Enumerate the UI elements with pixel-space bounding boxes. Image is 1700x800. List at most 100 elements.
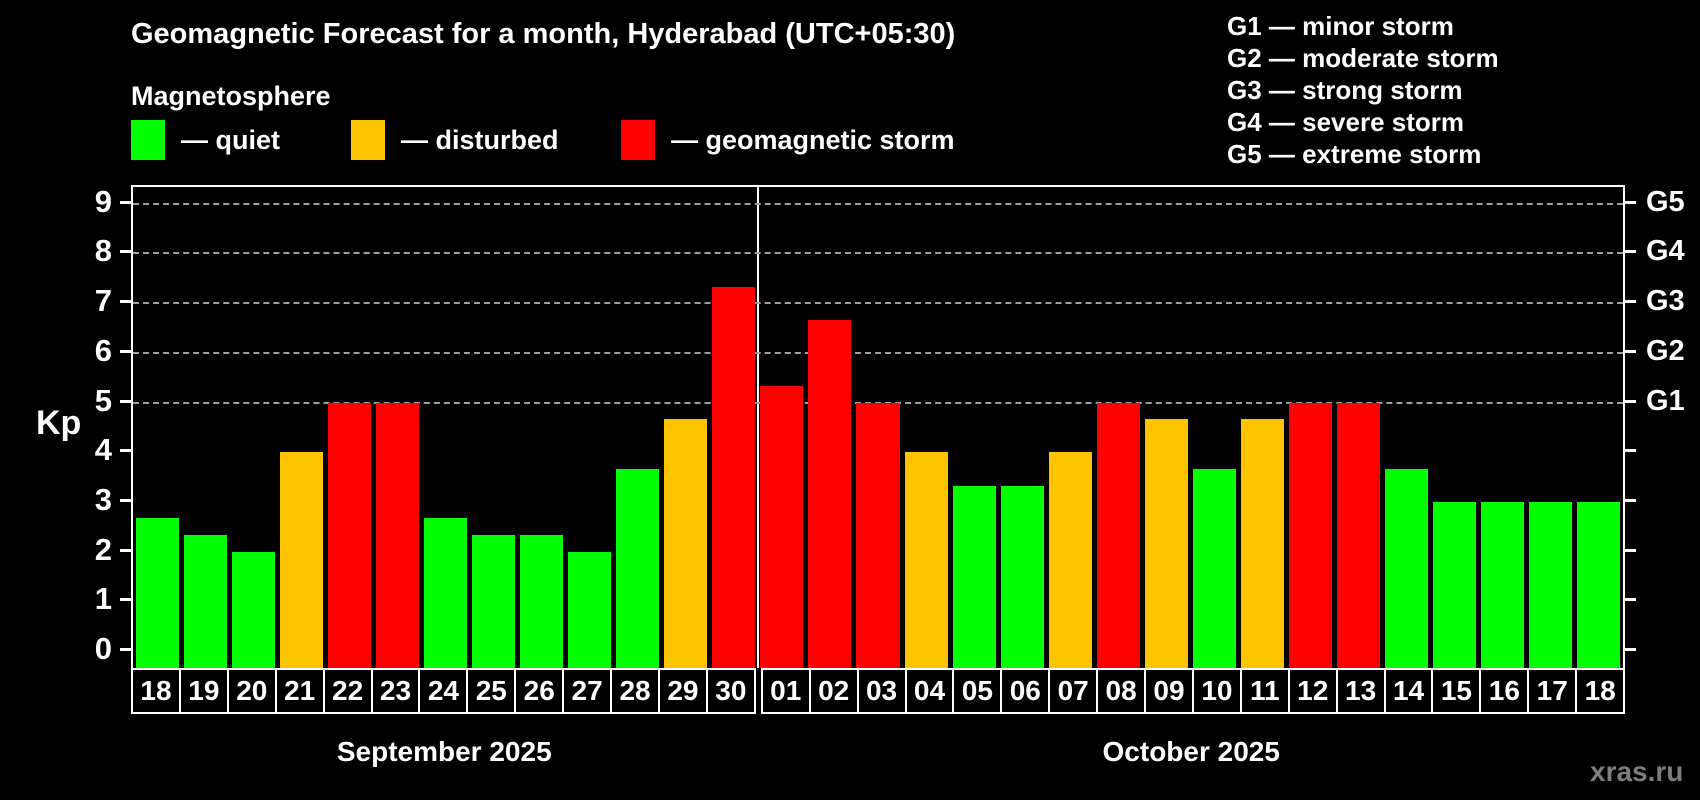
left-tick-0 [120, 648, 131, 651]
kp-bar-11 [1240, 418, 1285, 668]
right-axis-label-g3: G3 [1646, 285, 1685, 318]
kp-bar-01 [760, 386, 804, 668]
right-tick-7 [1625, 300, 1636, 304]
month-separator-line [756, 187, 759, 668]
storm-color-swatch [621, 120, 655, 160]
subtitle-magnetosphere: Magnetosphere [131, 81, 331, 111]
day-cell-oct-08: 08 [1096, 668, 1147, 714]
left-tick-1 [120, 598, 131, 602]
day-cell-sep-28: 28 [610, 668, 660, 714]
legend-item-quiet: — quiet [131, 120, 280, 160]
g2-legend-line: G2 — moderate storm [1227, 43, 1499, 73]
y-tick-label-1: 1 [94, 581, 112, 617]
left-tick-6 [120, 349, 131, 353]
month-label-october: October 2025 [1102, 736, 1280, 767]
day-cell-oct-01: 01 [760, 668, 811, 714]
kp-bar-29 [664, 418, 708, 668]
day-cell-sep-21: 21 [274, 668, 325, 714]
legend-label-storm: — geomagnetic storm [671, 124, 955, 155]
kp-bar-19 [183, 535, 227, 668]
kp-bar-09 [1144, 418, 1188, 668]
gridline-kp-6 [133, 351, 1623, 354]
y-tick-label-4: 4 [94, 432, 112, 468]
left-tick-9 [120, 200, 131, 204]
day-cell-oct-06: 06 [1000, 668, 1051, 714]
right-axis-label-g2: G2 [1646, 334, 1685, 367]
month-label-september: September 2025 [336, 736, 552, 767]
kp-bar-06 [1000, 485, 1044, 668]
kp-bar-13 [1337, 402, 1381, 668]
watermark-xras: xras.ru [1590, 756, 1684, 787]
right-tick-1 [1625, 598, 1636, 602]
day-cell-oct-02: 02 [808, 668, 859, 714]
day-cell-oct-07: 07 [1048, 668, 1099, 714]
day-cell-sep-20: 20 [226, 668, 277, 714]
day-cell-oct-04: 04 [904, 668, 955, 714]
y-tick-label-7: 7 [94, 283, 112, 319]
gridline-kp-8 [133, 252, 1623, 255]
kp-bar-20 [231, 551, 275, 668]
right-tick-6 [1625, 349, 1636, 353]
kp-bar-28 [616, 468, 660, 668]
right-tick-4 [1625, 449, 1636, 453]
day-cell-sep-18: 18 [131, 668, 181, 714]
day-cell-sep-27: 27 [562, 668, 613, 714]
day-cell-oct-18: 18 [1575, 668, 1626, 714]
right-tick-2 [1625, 548, 1636, 552]
legend-item-disturbed: — disturbed [351, 120, 559, 160]
kp-bar-15 [1433, 501, 1477, 668]
right-tick-8 [1625, 250, 1636, 254]
kp-bar-16 [1481, 501, 1525, 668]
g1-legend-line: G1 — minor storm [1227, 11, 1454, 41]
right-tick-5 [1625, 399, 1636, 403]
kp-bar-04 [904, 452, 948, 668]
disturbed-color-swatch [351, 120, 385, 160]
y-tick-label-9: 9 [94, 183, 112, 219]
kp-bar-10 [1192, 468, 1236, 668]
kp-bar-22 [327, 402, 371, 668]
kp-bar-02 [808, 319, 852, 668]
day-cell-oct-13: 13 [1335, 668, 1386, 714]
day-cell-sep-25: 25 [466, 668, 517, 714]
left-tick-3 [120, 498, 131, 502]
right-axis-label-g5: G5 [1646, 185, 1685, 218]
kp-bar-05 [952, 485, 996, 668]
day-cell-sep-23: 23 [370, 668, 421, 714]
y-tick-label-6: 6 [94, 332, 112, 368]
kp-bar-08 [1096, 402, 1140, 668]
day-cell-sep-22: 22 [322, 668, 373, 714]
left-tick-8 [120, 250, 131, 254]
day-cell-oct-05: 05 [952, 668, 1003, 714]
right-tick-3 [1625, 498, 1636, 502]
kp-bar-25 [471, 535, 515, 668]
day-cell-oct-12: 12 [1287, 668, 1338, 714]
kp-bar-17 [1529, 501, 1573, 668]
kp-bar-27 [568, 551, 612, 668]
y-axis-label-kp: Kp [36, 404, 82, 442]
plot-area [131, 185, 1625, 668]
day-cell-sep-29: 29 [657, 668, 708, 714]
day-cell-oct-10: 10 [1191, 668, 1242, 714]
gridline-kp-9 [133, 202, 1623, 205]
right-tick-9 [1625, 200, 1636, 204]
y-tick-label-0: 0 [94, 631, 112, 666]
right-tick-0 [1625, 648, 1636, 651]
kp-bar-18 [135, 518, 179, 668]
legend-label-disturbed: — disturbed [401, 124, 559, 155]
day-cell-sep-24: 24 [418, 668, 469, 714]
gridline-kp-7 [133, 302, 1623, 305]
kp-bar-03 [856, 402, 900, 668]
kp-bar-23 [375, 402, 419, 668]
day-cell-sep-30: 30 [705, 668, 756, 714]
day-cell-sep-19: 19 [178, 668, 229, 714]
left-tick-4 [120, 449, 131, 453]
kp-bar-14 [1385, 468, 1429, 668]
left-tick-2 [120, 548, 131, 552]
right-axis-label-g4: G4 [1646, 235, 1685, 268]
g-scale-legend: G1 — minor storm G2 — moderate storm G3 … [1227, 10, 1499, 170]
kp-bar-07 [1048, 452, 1092, 668]
day-cell-oct-09: 09 [1144, 668, 1194, 714]
day-cell-sep-26: 26 [514, 668, 565, 714]
y-tick-label-5: 5 [94, 382, 112, 418]
